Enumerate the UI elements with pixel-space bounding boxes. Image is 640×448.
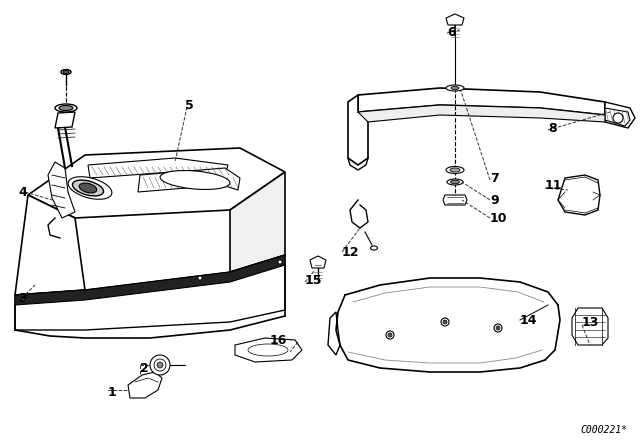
Circle shape	[157, 362, 163, 368]
Ellipse shape	[446, 167, 464, 173]
Polygon shape	[446, 14, 464, 25]
Ellipse shape	[450, 168, 460, 172]
Text: 7: 7	[490, 172, 499, 185]
Circle shape	[443, 320, 447, 324]
Circle shape	[23, 298, 27, 302]
Polygon shape	[128, 372, 162, 398]
Text: 13: 13	[582, 315, 600, 328]
Text: 16: 16	[270, 333, 287, 346]
Ellipse shape	[371, 246, 378, 250]
Circle shape	[388, 333, 392, 337]
Polygon shape	[358, 105, 605, 122]
Text: 14: 14	[520, 314, 538, 327]
Polygon shape	[230, 172, 285, 272]
Ellipse shape	[72, 180, 104, 196]
Polygon shape	[310, 256, 326, 268]
Polygon shape	[605, 102, 635, 128]
Text: 3: 3	[18, 292, 27, 305]
Ellipse shape	[61, 69, 71, 74]
Text: 10: 10	[490, 211, 508, 224]
Ellipse shape	[451, 180, 460, 184]
Circle shape	[496, 326, 500, 330]
Polygon shape	[358, 88, 605, 115]
Polygon shape	[48, 162, 75, 218]
Ellipse shape	[55, 104, 77, 112]
Polygon shape	[572, 308, 608, 345]
Text: 9: 9	[490, 194, 499, 207]
Circle shape	[386, 331, 394, 339]
Ellipse shape	[446, 85, 464, 91]
Text: 11: 11	[545, 178, 563, 191]
Circle shape	[494, 324, 502, 332]
Polygon shape	[328, 312, 340, 355]
Circle shape	[150, 355, 170, 375]
Text: 2: 2	[140, 362, 148, 375]
Text: 4: 4	[18, 185, 27, 198]
Ellipse shape	[447, 179, 463, 185]
Polygon shape	[88, 158, 228, 178]
Polygon shape	[15, 195, 85, 295]
Polygon shape	[55, 112, 75, 128]
Polygon shape	[15, 255, 285, 330]
Ellipse shape	[451, 86, 459, 90]
Circle shape	[198, 276, 202, 280]
Ellipse shape	[68, 177, 112, 199]
Ellipse shape	[63, 70, 69, 73]
Polygon shape	[15, 255, 285, 305]
Text: C000221*: C000221*	[580, 425, 627, 435]
Polygon shape	[558, 175, 600, 215]
Polygon shape	[138, 168, 240, 192]
Polygon shape	[28, 148, 285, 218]
Ellipse shape	[248, 344, 288, 356]
Text: 1: 1	[108, 385, 116, 399]
Circle shape	[613, 113, 623, 123]
Polygon shape	[235, 338, 302, 362]
Text: 12: 12	[342, 246, 360, 258]
Circle shape	[154, 359, 166, 371]
Polygon shape	[443, 195, 467, 205]
Text: 8: 8	[548, 121, 557, 134]
Circle shape	[278, 260, 282, 264]
Polygon shape	[605, 108, 630, 126]
Ellipse shape	[160, 171, 230, 190]
Text: 5: 5	[185, 99, 194, 112]
Ellipse shape	[79, 183, 97, 193]
Text: 6: 6	[447, 26, 456, 39]
Circle shape	[441, 318, 449, 326]
Polygon shape	[348, 95, 368, 165]
Ellipse shape	[59, 105, 73, 111]
Text: 15: 15	[305, 273, 323, 287]
